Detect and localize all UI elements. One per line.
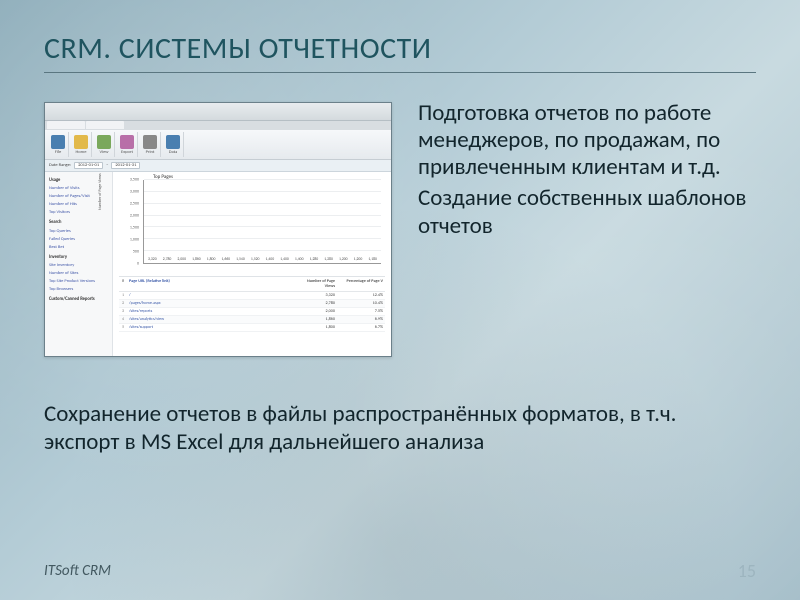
data-table: #Page URL (Relative link)Number of Page … [119, 276, 385, 332]
bar-chart: Top Pages Number of Page Views 05001,000… [119, 176, 385, 272]
footer-brand: ITSoft CRM [44, 562, 111, 580]
browser-chrome [45, 103, 391, 121]
bottom-text-block: Сохранение отчетов в файлы распространён… [44, 400, 756, 456]
para-3: Сохранение отчетов в файлы распространён… [44, 400, 756, 456]
para-1: Подготовка отчетов по работе менеджеров,… [418, 100, 756, 181]
filter-bar: Date Range: 2012-01-01 – 2012-01-31 [45, 160, 391, 172]
page-number: 15 [738, 560, 756, 582]
title-underline [44, 72, 756, 73]
para-2: Создание собственных шаблонов отчетов [418, 185, 756, 239]
embedded-screenshot: File Home View Export Print Data Date Ra… [44, 102, 392, 357]
slide-title: CRM. СИСТЕМЫ ОТЧЕТНОСТИ [44, 30, 431, 67]
right-text-block: Подготовка отчетов по работе менеджеров,… [418, 100, 756, 240]
app-ribbon: File Home View Export Print Data [45, 130, 391, 160]
browser-tabbar [45, 121, 391, 130]
